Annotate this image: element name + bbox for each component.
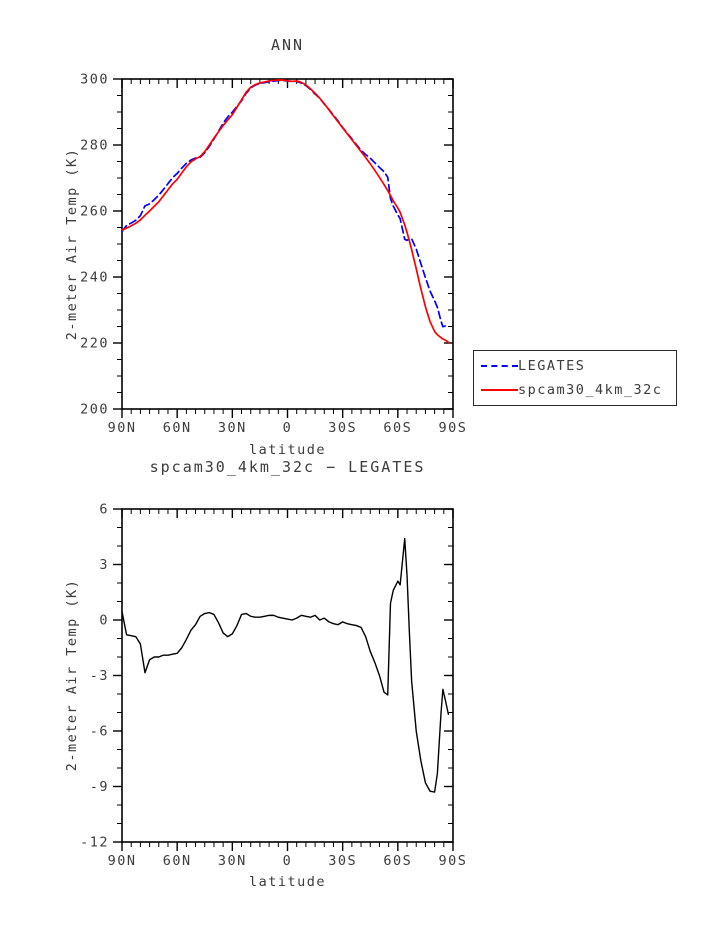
bottom-chart-title: spcam30_4km_32c − LEGATES	[149, 458, 426, 476]
top-chart-xlabel: latitude	[248, 442, 327, 458]
legend-solid-line-sample	[481, 388, 518, 391]
spcam30-4km-32c-line	[121, 79, 450, 344]
legend-label-legates: LEGATES	[518, 358, 586, 375]
x-tick-label: 30N	[218, 420, 247, 436]
x-tick-label: 90N	[108, 853, 137, 869]
x-tick-label: 60N	[163, 853, 192, 869]
x-tick-label: 60S	[383, 420, 412, 436]
x-tick-label: 90S	[439, 853, 468, 869]
y-tick-label: 280	[80, 138, 109, 154]
x-tick-label: 0	[283, 420, 293, 436]
legend-dashed-line-sample	[481, 365, 518, 368]
legend-label-spcam: spcam30_4km_32c	[518, 381, 663, 398]
top-chart-plot: 90N 60N 30N 0 30S 60S 90S 200 220 240 260 280 300	[80, 72, 466, 437]
y-tick-label: -3	[90, 668, 109, 684]
y-tick-label: -12	[80, 835, 109, 851]
y-tick-label: 240	[80, 270, 109, 286]
bottom-chart-xlabel: latitude	[248, 874, 327, 890]
x-tick-label: 60S	[383, 853, 412, 869]
y-tick-label: -9	[90, 779, 109, 795]
x-tick-label: 60N	[163, 420, 192, 436]
x-tick-label: 30S	[328, 420, 357, 436]
top-chart-title: ANN	[270, 36, 305, 54]
y-tick-label: 0	[99, 613, 109, 629]
legend-entry-legates: LEGATES	[481, 358, 676, 374]
x-tick-label: 90S	[439, 420, 468, 436]
difference-line	[121, 537, 450, 793]
y-tick-label: 6	[99, 502, 109, 518]
y-tick-label: 300	[80, 72, 109, 88]
x-tick-label: 30S	[328, 853, 357, 869]
legend-box: LEGATES spcam30_4km_32c	[473, 350, 677, 406]
top-chart-ylabel: 2-meter Air Temp (K)	[64, 147, 80, 341]
y-tick-label: 3	[99, 557, 109, 573]
y-tick-label: 200	[80, 402, 109, 418]
x-tick-label: 0	[283, 853, 293, 869]
x-tick-label: 90N	[108, 420, 137, 436]
y-tick-label: 220	[80, 336, 109, 352]
y-tick-label: 260	[80, 204, 109, 220]
legates-line	[121, 79, 450, 328]
x-tick-label: 30N	[218, 853, 247, 869]
legend-entry-spcam: spcam30_4km_32c	[481, 382, 676, 398]
y-tick-label: -6	[90, 724, 109, 740]
bottom-chart-plot: 90N 60N 30N 0 30S 60S 90S -12 -9 -6 -3 0 3 6	[80, 502, 466, 870]
plot-frame	[121, 78, 454, 410]
bottom-chart-ylabel: 2-meter Air Temp (K)	[64, 578, 80, 772]
